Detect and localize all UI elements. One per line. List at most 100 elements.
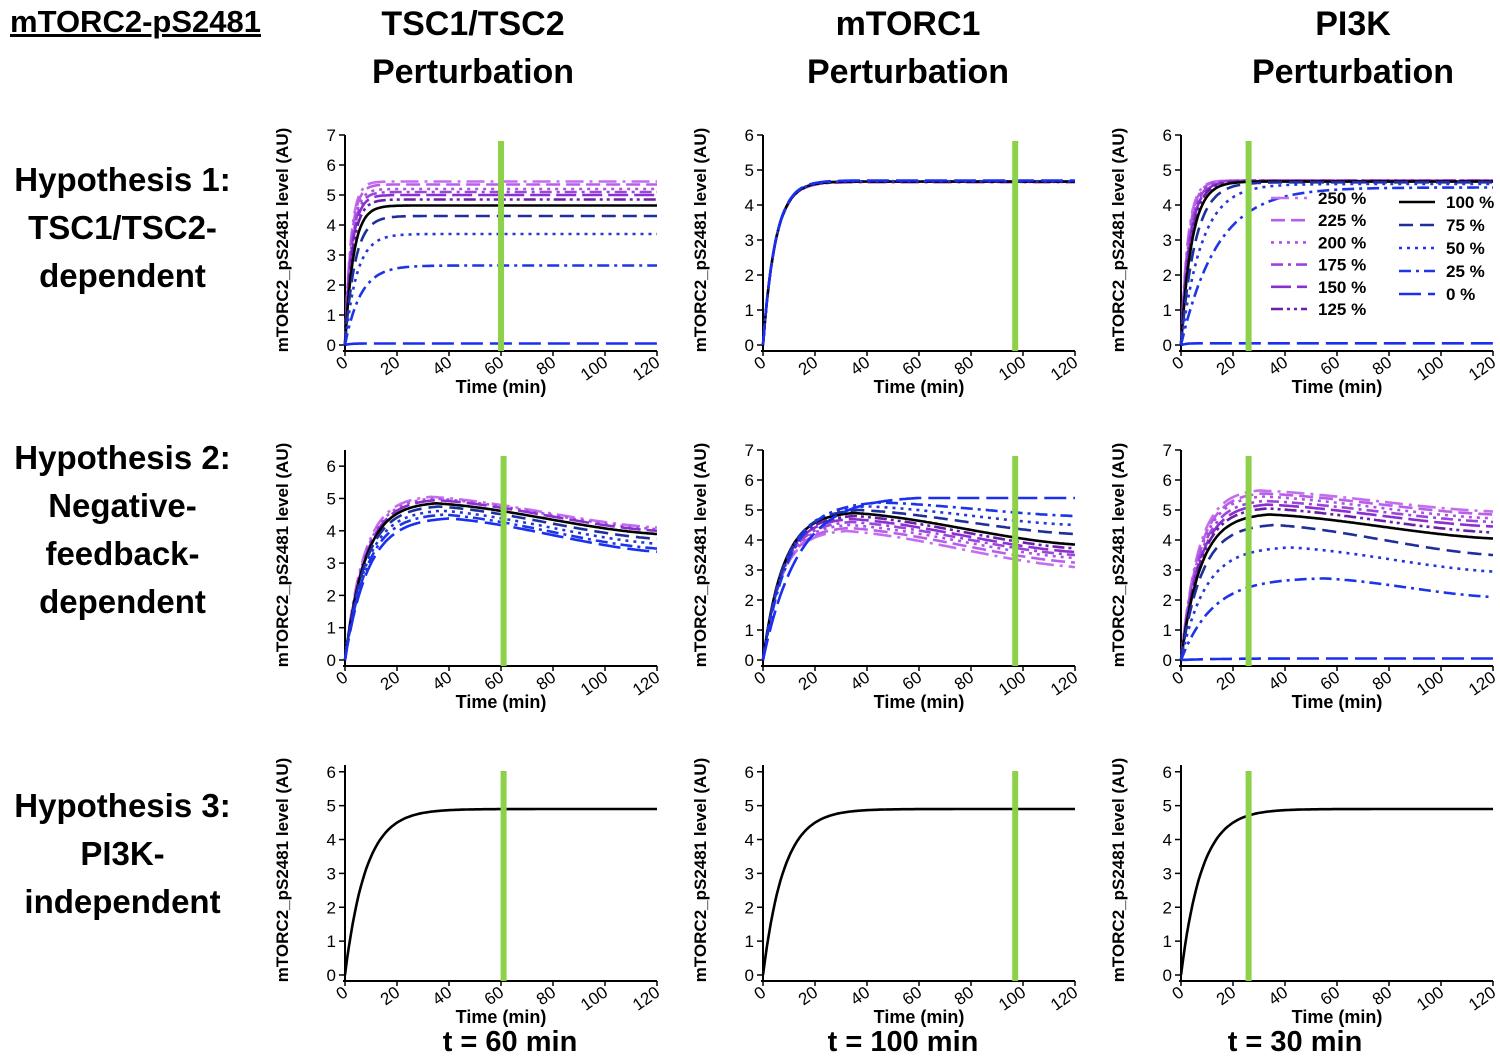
x-axis-label: Time (min)	[1292, 377, 1383, 397]
x-tick-label: 100	[995, 668, 1029, 700]
y-axis-label: mTORC2_pS2481 level (AU)	[691, 128, 710, 353]
x-tick-label: 40	[429, 983, 455, 1009]
row-header-line: TSC1/TSC2-	[28, 209, 217, 246]
x-tick-label: 80	[951, 353, 977, 379]
y-tick-label: 2	[745, 591, 754, 610]
y-tick-label: 5	[745, 797, 754, 816]
series-line-100pct	[761, 807, 1075, 976]
x-tick-label: 20	[795, 668, 821, 694]
y-axis-label: mTORC2_pS2481 level (AU)	[1109, 443, 1128, 668]
x-tick-label: 120	[629, 668, 663, 700]
y-tick-label: 2	[327, 898, 336, 917]
x-tick-label: 20	[377, 668, 403, 694]
y-tick-label: 4	[745, 831, 754, 850]
time-marker	[1245, 771, 1252, 981]
x-tick-label: 100	[1413, 668, 1447, 700]
legend-label: 50 %	[1446, 239, 1485, 258]
series-line-225pct	[343, 183, 657, 346]
y-tick-label: 0	[745, 336, 754, 355]
y-tick-label: 1	[327, 306, 336, 325]
y-tick-label: 0	[327, 966, 336, 985]
y-tick-label: 2	[745, 898, 754, 917]
time-marker	[500, 771, 507, 981]
x-tick-label: 0	[751, 983, 770, 1004]
x-tick-label: 20	[377, 983, 403, 1009]
x-tick-label: 80	[533, 983, 559, 1009]
series-line-200pct	[761, 523, 1076, 661]
x-tick-label: 60	[481, 668, 507, 694]
y-tick-label: 3	[327, 864, 336, 883]
row-header-hypothesis-2: Hypothesis 2: Negative- feedback- depend…	[0, 434, 245, 626]
y-tick-label: 0	[1163, 966, 1172, 985]
y-tick-label: 0	[1163, 336, 1172, 355]
x-tick-label: 60	[481, 983, 507, 1009]
column-header-mtorc1: mTORC1 Perturbation	[748, 0, 1068, 96]
y-tick-label: 1	[745, 621, 754, 640]
x-axis-label: Time (min)	[456, 692, 547, 712]
y-tick-label: 6	[1163, 471, 1172, 490]
x-tick-label: 100	[577, 983, 611, 1015]
series-line-125pct	[1179, 507, 1494, 661]
x-axis-label: Time (min)	[874, 1007, 965, 1027]
x-tick-label: 120	[1047, 668, 1081, 700]
x-tick-label: 80	[951, 983, 977, 1009]
series-line-200pct	[1179, 495, 1494, 661]
y-tick-label: 2	[1163, 591, 1172, 610]
series-line-250pct	[761, 181, 1075, 346]
y-tick-label: 5	[327, 489, 336, 508]
y-tick-label: 1	[1163, 621, 1172, 640]
y-tick-label: 5	[1163, 501, 1172, 520]
y-tick-label: 6	[745, 471, 754, 490]
series-line-0pct	[1180, 342, 1493, 347]
row-header-line: independent	[24, 883, 221, 920]
series-line-25pct	[1179, 186, 1493, 346]
y-tick-label: 6	[745, 763, 754, 782]
x-tick-label: 120	[1465, 983, 1499, 1015]
column-header-tsc: TSC1/TSC2 Perturbation	[313, 0, 633, 96]
legend-label: 250 %	[1318, 189, 1366, 208]
time-marker	[1245, 456, 1252, 666]
x-tick-label: 40	[847, 668, 873, 694]
column-header-pi3k: PI3K Perturbation	[1193, 0, 1500, 96]
row-header-hypothesis-3: Hypothesis 3: PI3K- independent	[0, 782, 245, 926]
x-tick-label: 40	[1265, 668, 1291, 694]
y-tick-label: 3	[327, 554, 336, 573]
y-tick-label: 4	[327, 216, 336, 235]
series-line-250pct	[1179, 489, 1494, 661]
y-tick-label: 4	[327, 522, 336, 541]
x-tick-label: 100	[1413, 353, 1447, 385]
y-tick-label: 4	[1163, 831, 1172, 850]
time-marker	[498, 141, 504, 351]
row-header-line: Hypothesis 3:	[14, 787, 231, 824]
y-tick-label: 6	[745, 126, 754, 145]
y-tick-label: 1	[327, 932, 336, 951]
x-axis-label: Time (min)	[1292, 1007, 1383, 1027]
legend-label: 200 %	[1318, 233, 1366, 252]
x-tick-label: 60	[899, 983, 925, 1009]
x-tick-label: 0	[1169, 668, 1188, 689]
series-line-50pct	[761, 179, 1075, 346]
y-tick-label: 5	[327, 797, 336, 816]
x-tick-label: 60	[1317, 668, 1343, 694]
series-line-0pct	[761, 179, 1075, 346]
time-marker	[1012, 456, 1019, 666]
x-tick-label: 40	[847, 983, 873, 1009]
x-tick-label: 80	[1369, 668, 1395, 694]
column-header-line1: PI3K	[1315, 5, 1391, 43]
legend-label: 100 %	[1446, 193, 1494, 212]
time-marker	[1245, 141, 1252, 351]
x-tick-label: 60	[899, 353, 925, 379]
x-tick-label: 80	[1369, 353, 1395, 379]
time-marker	[1012, 771, 1019, 981]
x-tick-label: 20	[377, 353, 403, 379]
row-header-line: dependent	[39, 583, 206, 620]
series-line-75pct	[1179, 181, 1493, 346]
y-tick-label: 0	[745, 651, 754, 670]
x-axis-label: Time (min)	[1292, 692, 1383, 712]
x-tick-label: 100	[995, 353, 1029, 385]
y-tick-label: 6	[327, 763, 336, 782]
